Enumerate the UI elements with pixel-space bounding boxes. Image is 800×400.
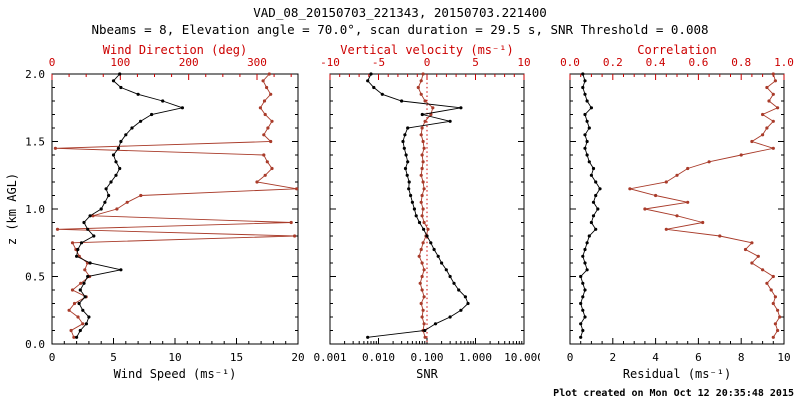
svg-text:15: 15 xyxy=(230,351,243,364)
svg-text:200: 200 xyxy=(179,56,199,69)
svg-text:0: 0 xyxy=(49,351,56,364)
svg-text:0.6: 0.6 xyxy=(688,56,708,69)
svg-text:300: 300 xyxy=(247,56,267,69)
svg-text:8: 8 xyxy=(738,351,745,364)
svg-text:0.010: 0.010 xyxy=(362,351,395,364)
wind-speed-series xyxy=(75,72,185,339)
svg-text:z (km AGL): z (km AGL) xyxy=(5,173,19,245)
svg-text:20: 20 xyxy=(291,351,304,364)
svg-text:Wind Speed (ms⁻¹): Wind Speed (ms⁻¹) xyxy=(114,367,237,381)
svg-text:0.0: 0.0 xyxy=(25,338,45,351)
plot-subtitle: Nbeams = 8, Elevation angle = 70.0°, sca… xyxy=(91,22,709,37)
svg-text:1.000: 1.000 xyxy=(459,351,492,364)
svg-text:1.5: 1.5 xyxy=(25,136,45,149)
svg-text:0: 0 xyxy=(567,351,574,364)
svg-text:0.5: 0.5 xyxy=(25,271,45,284)
svg-text:Correlation: Correlation xyxy=(637,43,716,57)
svg-text:Vertical velocity (ms⁻¹): Vertical velocity (ms⁻¹) xyxy=(340,43,513,57)
svg-text:1.0: 1.0 xyxy=(774,56,794,69)
svg-text:10: 10 xyxy=(777,351,790,364)
snr-series xyxy=(366,72,470,339)
wind-speed-direction-panel: 0.0 0.5 1.0 1.5 2.0 z (km AGL) 0 5 10 15 20 Wind Sp… xyxy=(5,43,305,381)
wind-direction-series xyxy=(53,72,299,339)
snr-vertical-velocity-panel: 0.001 0.010 0.100 1.000 10.000 SNR -10 -5 0 5 10 Ve… xyxy=(313,43,540,381)
svg-text:2.0: 2.0 xyxy=(25,68,45,81)
plot-title: VAD_08_20150703_221343, 20150703.221400 xyxy=(253,5,547,20)
svg-text:2: 2 xyxy=(609,351,616,364)
svg-text:SNR: SNR xyxy=(416,367,438,381)
svg-text:Residual (ms⁻¹): Residual (ms⁻¹) xyxy=(623,367,731,381)
correlation-series xyxy=(628,72,782,339)
svg-text:10: 10 xyxy=(168,351,181,364)
svg-text:0: 0 xyxy=(49,56,56,69)
svg-text:4: 4 xyxy=(652,351,659,364)
svg-text:0.100: 0.100 xyxy=(410,351,443,364)
svg-text:0.001: 0.001 xyxy=(313,351,346,364)
svg-text:-5: -5 xyxy=(372,56,385,69)
svg-text:1.0: 1.0 xyxy=(25,203,45,216)
residual-series xyxy=(579,72,602,339)
svg-text:10.000: 10.000 xyxy=(504,351,540,364)
svg-text:5: 5 xyxy=(110,351,117,364)
creation-timestamp: Plot created on Mon Oct 12 20:35:48 2015 xyxy=(553,388,794,399)
svg-text:10: 10 xyxy=(517,56,530,69)
svg-text:0.0: 0.0 xyxy=(560,56,580,69)
svg-text:5: 5 xyxy=(472,56,479,69)
residual-correlation-panel: 0 2 4 6 8 10 Residual (ms⁻¹) 0.0 0.2 0.4 0.6 0.8 1.0… xyxy=(560,43,794,381)
svg-text:6: 6 xyxy=(695,351,702,364)
svg-text:Wind Direction (deg): Wind Direction (deg) xyxy=(103,43,248,57)
svg-text:0: 0 xyxy=(424,56,431,69)
svg-text:100: 100 xyxy=(110,56,130,69)
vertical-velocity-series xyxy=(416,72,435,339)
svg-text:0.2: 0.2 xyxy=(603,56,623,69)
svg-text:0.8: 0.8 xyxy=(731,56,751,69)
svg-text:-10: -10 xyxy=(320,56,340,69)
svg-text:0.4: 0.4 xyxy=(646,56,666,69)
